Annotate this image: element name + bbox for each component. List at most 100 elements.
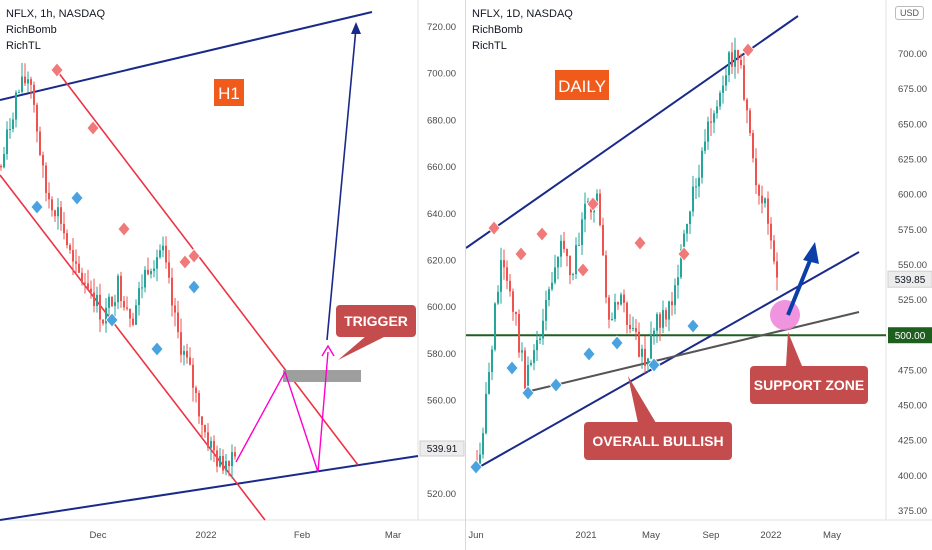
h1-candle [147,269,149,275]
buy-signal-marker [521,385,535,401]
buy-signal-marker [686,318,700,334]
h1-candle [228,461,230,466]
sell-signal-marker [178,254,192,270]
daily-candle [665,310,667,320]
buy-signal-marker [647,357,661,373]
y-tick-label: 600.00 [427,302,456,313]
h1-candle [150,271,152,275]
h1-candle [60,207,62,224]
h1-candle [207,432,209,448]
h1-candle [75,261,77,264]
h1-chart-panel[interactable]: 520.00540.00560.00580.00600.00620.00640.… [0,0,466,550]
h1-candle [123,301,125,308]
h1-candle [141,287,143,289]
overall-bullish-label-text: OVERALL BULLISH [592,433,723,449]
daily-candle [764,198,766,204]
x-tick-label: 2022 [195,530,216,541]
h1-chart-svg[interactable]: 520.00540.00560.00580.00600.00620.00640.… [0,0,465,550]
x-tick-label: Jun [468,530,483,541]
y-tick-label: 450.00 [898,401,927,412]
y-tick-label: 425.00 [898,436,927,447]
price-tag-bg [887,270,932,288]
y-tick-label: 400.00 [898,471,927,482]
daily-candle [689,211,691,225]
indicator-richtl[interactable]: RichTL [6,40,41,52]
h1-candle [57,207,59,217]
h1-candle [105,307,107,324]
daily-candle [674,285,676,306]
sell-signal-marker [187,248,201,264]
projection-arrowhead [321,344,335,357]
h1-candle [153,268,155,272]
overall-bullish-label-pointer [628,376,656,423]
daily-candle [479,454,481,464]
h1-candle [96,294,98,307]
h1-badge-text: H1 [218,84,240,103]
daily-candle [581,219,583,246]
daily-candle [728,52,730,76]
support-zone-circle [770,300,800,330]
indicator-richtl[interactable]: RichTL [472,40,507,52]
h1-candle [102,319,104,324]
daily-candle [563,240,565,250]
daily-chart-panel[interactable]: 375.00 400.00 425.00 450.00 475.00 500.00 525.… [466,0,932,550]
target-arrow [326,27,357,341]
daily-candle [650,334,652,359]
h1-candle [93,292,95,307]
h1-candle [201,416,203,425]
daily-candle [680,249,682,278]
h1-candle [99,294,101,320]
daily-candle [530,362,532,365]
h1-candle [213,440,215,451]
h1-candle [129,308,131,319]
daily-candle [638,331,640,357]
daily-candle [521,350,523,353]
indicator-richbomb[interactable]: RichBomb [472,24,523,36]
daily-candle [494,303,496,350]
h1-candle [21,76,23,92]
daily-candle [761,195,763,204]
daily-candle [740,60,742,66]
sell-signal-marker [576,262,590,278]
daily-candle [710,121,712,123]
indicator-richbomb[interactable]: RichBomb [6,24,57,36]
daily-candle [737,49,739,61]
y-tick-label: 520.00 [427,489,456,500]
x-tick-label: 2022 [760,530,781,541]
projection-path [235,351,329,473]
h1-badge-bg [214,79,244,106]
buy-signal-marker [150,341,164,357]
h1-candle [72,250,74,262]
daily-candle [551,282,553,290]
daily-chart-svg[interactable]: 375.00 400.00 425.00 450.00 475.00 500.00 525.… [466,0,932,550]
daily-candle [599,193,601,225]
daily-candle [704,141,706,151]
daily-candle [758,185,760,196]
currency-badge[interactable]: USD [894,6,924,20]
h1-candle [219,455,221,467]
daily-candle [518,314,520,353]
h1-candle [198,392,200,417]
upper-trendline [0,11,373,101]
daily-candle [746,99,748,111]
lower-channel-line [473,251,860,471]
y-tick-label: 525.00 [898,295,927,306]
x-tick-label: Sep [703,530,720,541]
y-tick-label: 475.00 [898,365,927,376]
daily-candle [668,301,670,320]
daily-candle [515,311,517,315]
h1-candle [156,257,158,269]
daily-candle [629,324,631,329]
h1-candle [48,192,50,200]
symbol-label[interactable]: NFLX, 1D, NASDAQ [472,8,573,20]
h1-candle [186,350,188,358]
daily-candle [524,350,526,389]
daily-candle [554,267,556,283]
daily-candle [692,186,694,212]
h1-candle [225,461,227,471]
buy-signal-marker [505,360,519,376]
symbol-label[interactable]: NFLX, 1h, NASDAQ [6,8,106,20]
h1-candle [114,302,116,306]
h1-candle [138,288,140,306]
daily-candle [647,358,649,366]
